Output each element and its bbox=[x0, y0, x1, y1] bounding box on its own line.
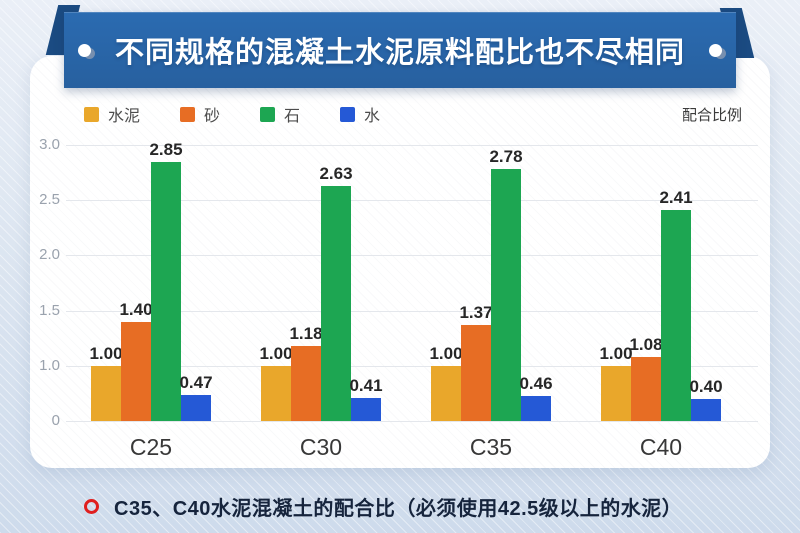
y-axis-tick: 2.5 bbox=[39, 191, 60, 209]
bar-砂-C35 bbox=[461, 324, 491, 421]
bar-value-label: 0.41 bbox=[349, 376, 383, 396]
y-axis-tick: 1.0 bbox=[39, 356, 60, 374]
bar-水-C30 bbox=[351, 398, 381, 421]
bar-石-C25 bbox=[151, 161, 181, 421]
axis-unit-label: 配合比例 bbox=[681, 106, 742, 124]
bar-value-label: 0.47 bbox=[179, 373, 213, 393]
title-ribbon: 不同规格的混凝土水泥原料配比也不尽相同 bbox=[64, 12, 736, 88]
gridline bbox=[66, 365, 758, 367]
bar-value-label: 1.00 bbox=[429, 343, 463, 363]
legend-item-砂: 砂 bbox=[180, 102, 220, 126]
bar-value-label: 1.00 bbox=[259, 343, 293, 363]
bar-石-C30 bbox=[321, 185, 351, 421]
bar-value-label: 0.40 bbox=[689, 376, 723, 396]
bar-水-C40 bbox=[691, 398, 721, 421]
bar-水泥-C30 bbox=[261, 365, 291, 421]
bar-水泥-C40 bbox=[601, 365, 631, 421]
gridline bbox=[66, 310, 758, 312]
legend: 水泥 砂 石 水 bbox=[84, 102, 682, 126]
x-axis-label-C35: C35 bbox=[469, 434, 513, 460]
bar-水-C25 bbox=[181, 395, 211, 421]
gridline bbox=[66, 200, 758, 202]
y-axis-tick: 0 bbox=[51, 412, 60, 429]
legend-swatch-icon bbox=[84, 106, 99, 122]
gridline bbox=[66, 145, 758, 146]
legend-item-label: 水 bbox=[364, 108, 381, 125]
bar-value-label: 1.18 bbox=[289, 323, 323, 343]
gridline bbox=[66, 255, 758, 257]
bar-value-label: 1.37 bbox=[459, 302, 493, 322]
caption-bullet-icon bbox=[84, 499, 99, 514]
bar-value-label: 0.46 bbox=[519, 373, 553, 393]
bar-value-label: 2.78 bbox=[489, 147, 523, 167]
y-axis-tick: 1.5 bbox=[39, 301, 60, 319]
legend-swatch-icon bbox=[340, 106, 356, 122]
page-title: 不同规格的混凝土水泥原料配比也不尽相同 bbox=[114, 37, 685, 69]
bar-value-label: 2.63 bbox=[319, 163, 353, 183]
y-axis-tick: 2.0 bbox=[39, 246, 60, 264]
legend-item-水泥: 水泥 bbox=[84, 102, 140, 126]
bar-value-label: 2.85 bbox=[149, 139, 183, 159]
bar-水泥-C25 bbox=[91, 365, 121, 421]
legend-swatch-icon bbox=[260, 106, 276, 122]
ribbon-dot-left-icon bbox=[77, 43, 91, 57]
bar-石-C35 bbox=[491, 169, 521, 421]
bar-value-label: 1.08 bbox=[629, 334, 663, 354]
legend-swatch-icon bbox=[180, 106, 196, 122]
legend-row: 水泥 砂 石 水 配合比例 bbox=[30, 102, 770, 126]
bar-水泥-C35 bbox=[431, 365, 461, 421]
x-axis-label-C25: C25 bbox=[129, 434, 173, 460]
bar-砂-C40 bbox=[631, 356, 661, 421]
legend-item-水: 水 bbox=[340, 102, 380, 126]
bar-chart: 3.0 2.5 2.0 1.5 1.0 0 1.00 1.40 2.85 0.47 C25 1.00 1… bbox=[30, 56, 770, 468]
caption-text: C35、C40水泥混凝土的配合比（必须使用42.5级以上的水泥） bbox=[114, 498, 683, 520]
bar-value-label: 2.41 bbox=[659, 188, 693, 208]
bar-value-label: 1.00 bbox=[89, 343, 123, 363]
legend-item-石: 石 bbox=[260, 102, 300, 126]
bar-水-C35 bbox=[521, 395, 551, 421]
bar-石-C40 bbox=[661, 210, 691, 421]
y-axis-tick: 3.0 bbox=[39, 136, 60, 153]
ribbon-dot-right-icon bbox=[709, 43, 722, 57]
bar-value-label: 1.40 bbox=[119, 299, 153, 319]
bar-砂-C30 bbox=[291, 345, 321, 421]
bar-value-label: 1.00 bbox=[599, 343, 633, 363]
x-axis-label-C30: C30 bbox=[299, 434, 343, 460]
legend-item-label: 石 bbox=[284, 108, 301, 125]
bar-砂-C25 bbox=[121, 321, 151, 421]
legend-item-label: 水泥 bbox=[108, 108, 141, 125]
legend-item-label: 砂 bbox=[204, 108, 221, 125]
x-axis-label-C40: C40 bbox=[639, 434, 683, 460]
gridline bbox=[66, 421, 758, 422]
caption: C35、C40水泥混凝土的配合比（必须使用42.5级以上的水泥） bbox=[84, 492, 682, 521]
